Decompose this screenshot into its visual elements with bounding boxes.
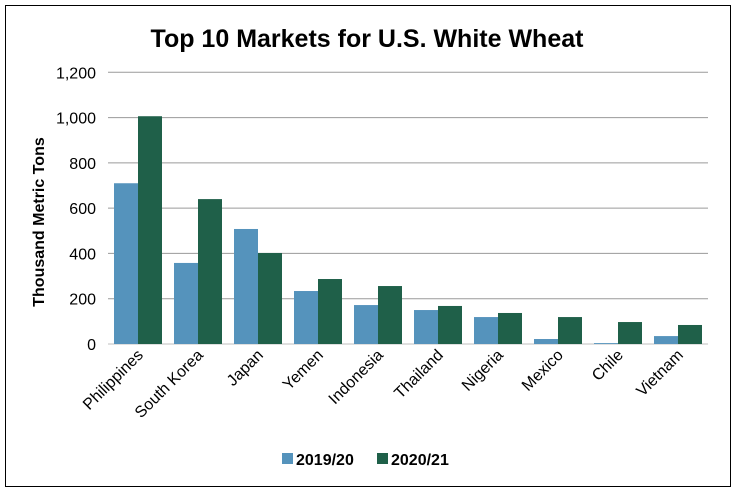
bar-2019-20-mexico — [534, 339, 558, 344]
bar-2020-21-mexico — [558, 317, 582, 344]
bar-2019-20-chile — [594, 343, 618, 344]
bar-2019-20-nigeria — [474, 317, 498, 344]
bar-2020-21-vietnam — [678, 324, 702, 344]
y-tick-label: 0 — [87, 337, 96, 354]
bar-2020-21-yemen — [318, 279, 342, 344]
bar-2019-20-south-korea — [174, 262, 198, 344]
bar-2020-21-nigeria — [498, 312, 522, 344]
bar-2019-20-indonesia — [354, 305, 378, 344]
bar-2020-21-south-korea — [198, 199, 222, 344]
y-axis-label: Thousand Metric Tons — [31, 137, 48, 307]
y-tick-label: 800 — [69, 156, 96, 173]
y-tick-label: 1,000 — [56, 111, 96, 128]
legend-label: 2020/21 — [391, 452, 449, 469]
bar-2020-21-philippines — [138, 116, 162, 345]
y-tick-label: 600 — [69, 201, 96, 218]
bar-2019-20-yemen — [294, 291, 318, 344]
bar-2020-21-japan — [258, 252, 282, 344]
y-tick-label: 1,200 — [56, 65, 96, 82]
bar-2019-20-philippines — [114, 183, 138, 344]
bar-2019-20-japan — [234, 228, 258, 344]
legend-label: 2019/20 — [296, 452, 354, 469]
bar-2020-21-indonesia — [378, 286, 402, 344]
y-tick-label: 200 — [69, 292, 96, 309]
legend-swatch — [282, 453, 293, 464]
bar-2019-20-vietnam — [654, 336, 678, 344]
bar-2020-21-thailand — [438, 305, 462, 344]
y-tick-label: 400 — [69, 246, 96, 263]
chart-title: Top 10 Markets for U.S. White Wheat — [151, 25, 585, 53]
bar-2020-21-chile — [618, 322, 642, 344]
legend-swatch — [377, 453, 388, 464]
bar-2019-20-thailand — [414, 310, 438, 344]
